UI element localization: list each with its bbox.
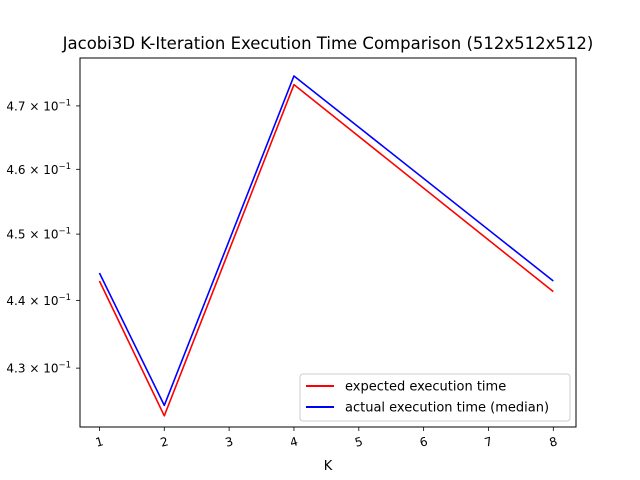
x-axis-ticks: 1 2 3 4 5 6 7 8 <box>94 427 559 450</box>
legend-label-expected: expected execution time <box>345 380 506 395</box>
x-axis-label: K <box>324 459 333 474</box>
legend: expected execution time actual execution… <box>299 373 571 422</box>
y-axis-ticks: 4.3 × 10−1 4.4 × 10−1 4.5 × 10−1 4.6 × 10−1… <box>6 98 80 376</box>
y-tick-label: 4.7 × 10−1 <box>6 98 71 113</box>
legend-label-actual: actual execution time (median) <box>345 401 549 416</box>
y-tick-label: 4.4 × 10−1 <box>6 293 71 308</box>
series-line-0 <box>98 83 554 417</box>
series-layer <box>98 75 554 417</box>
x-tick-label: 3 <box>224 434 235 450</box>
y-tick-label: 4.5 × 10−1 <box>6 227 71 242</box>
x-tick-label: 8 <box>548 434 559 450</box>
legend-box <box>299 373 571 422</box>
series-line-1 <box>98 75 554 407</box>
y-tick-label: 4.6 × 10−1 <box>6 162 71 177</box>
chart-title: Jacobi3D K-Iteration Execution Time Comp… <box>62 34 594 53</box>
x-tick-label: 1 <box>94 434 105 450</box>
plot-area-frame <box>79 57 577 428</box>
x-tick-label: 6 <box>418 434 429 450</box>
x-tick-label: 4 <box>288 434 299 450</box>
x-tick-label: 5 <box>353 434 364 450</box>
y-tick-label: 4.3 × 10−1 <box>6 361 71 376</box>
x-tick-label: 2 <box>159 434 170 450</box>
x-tick-label: 7 <box>483 434 494 450</box>
